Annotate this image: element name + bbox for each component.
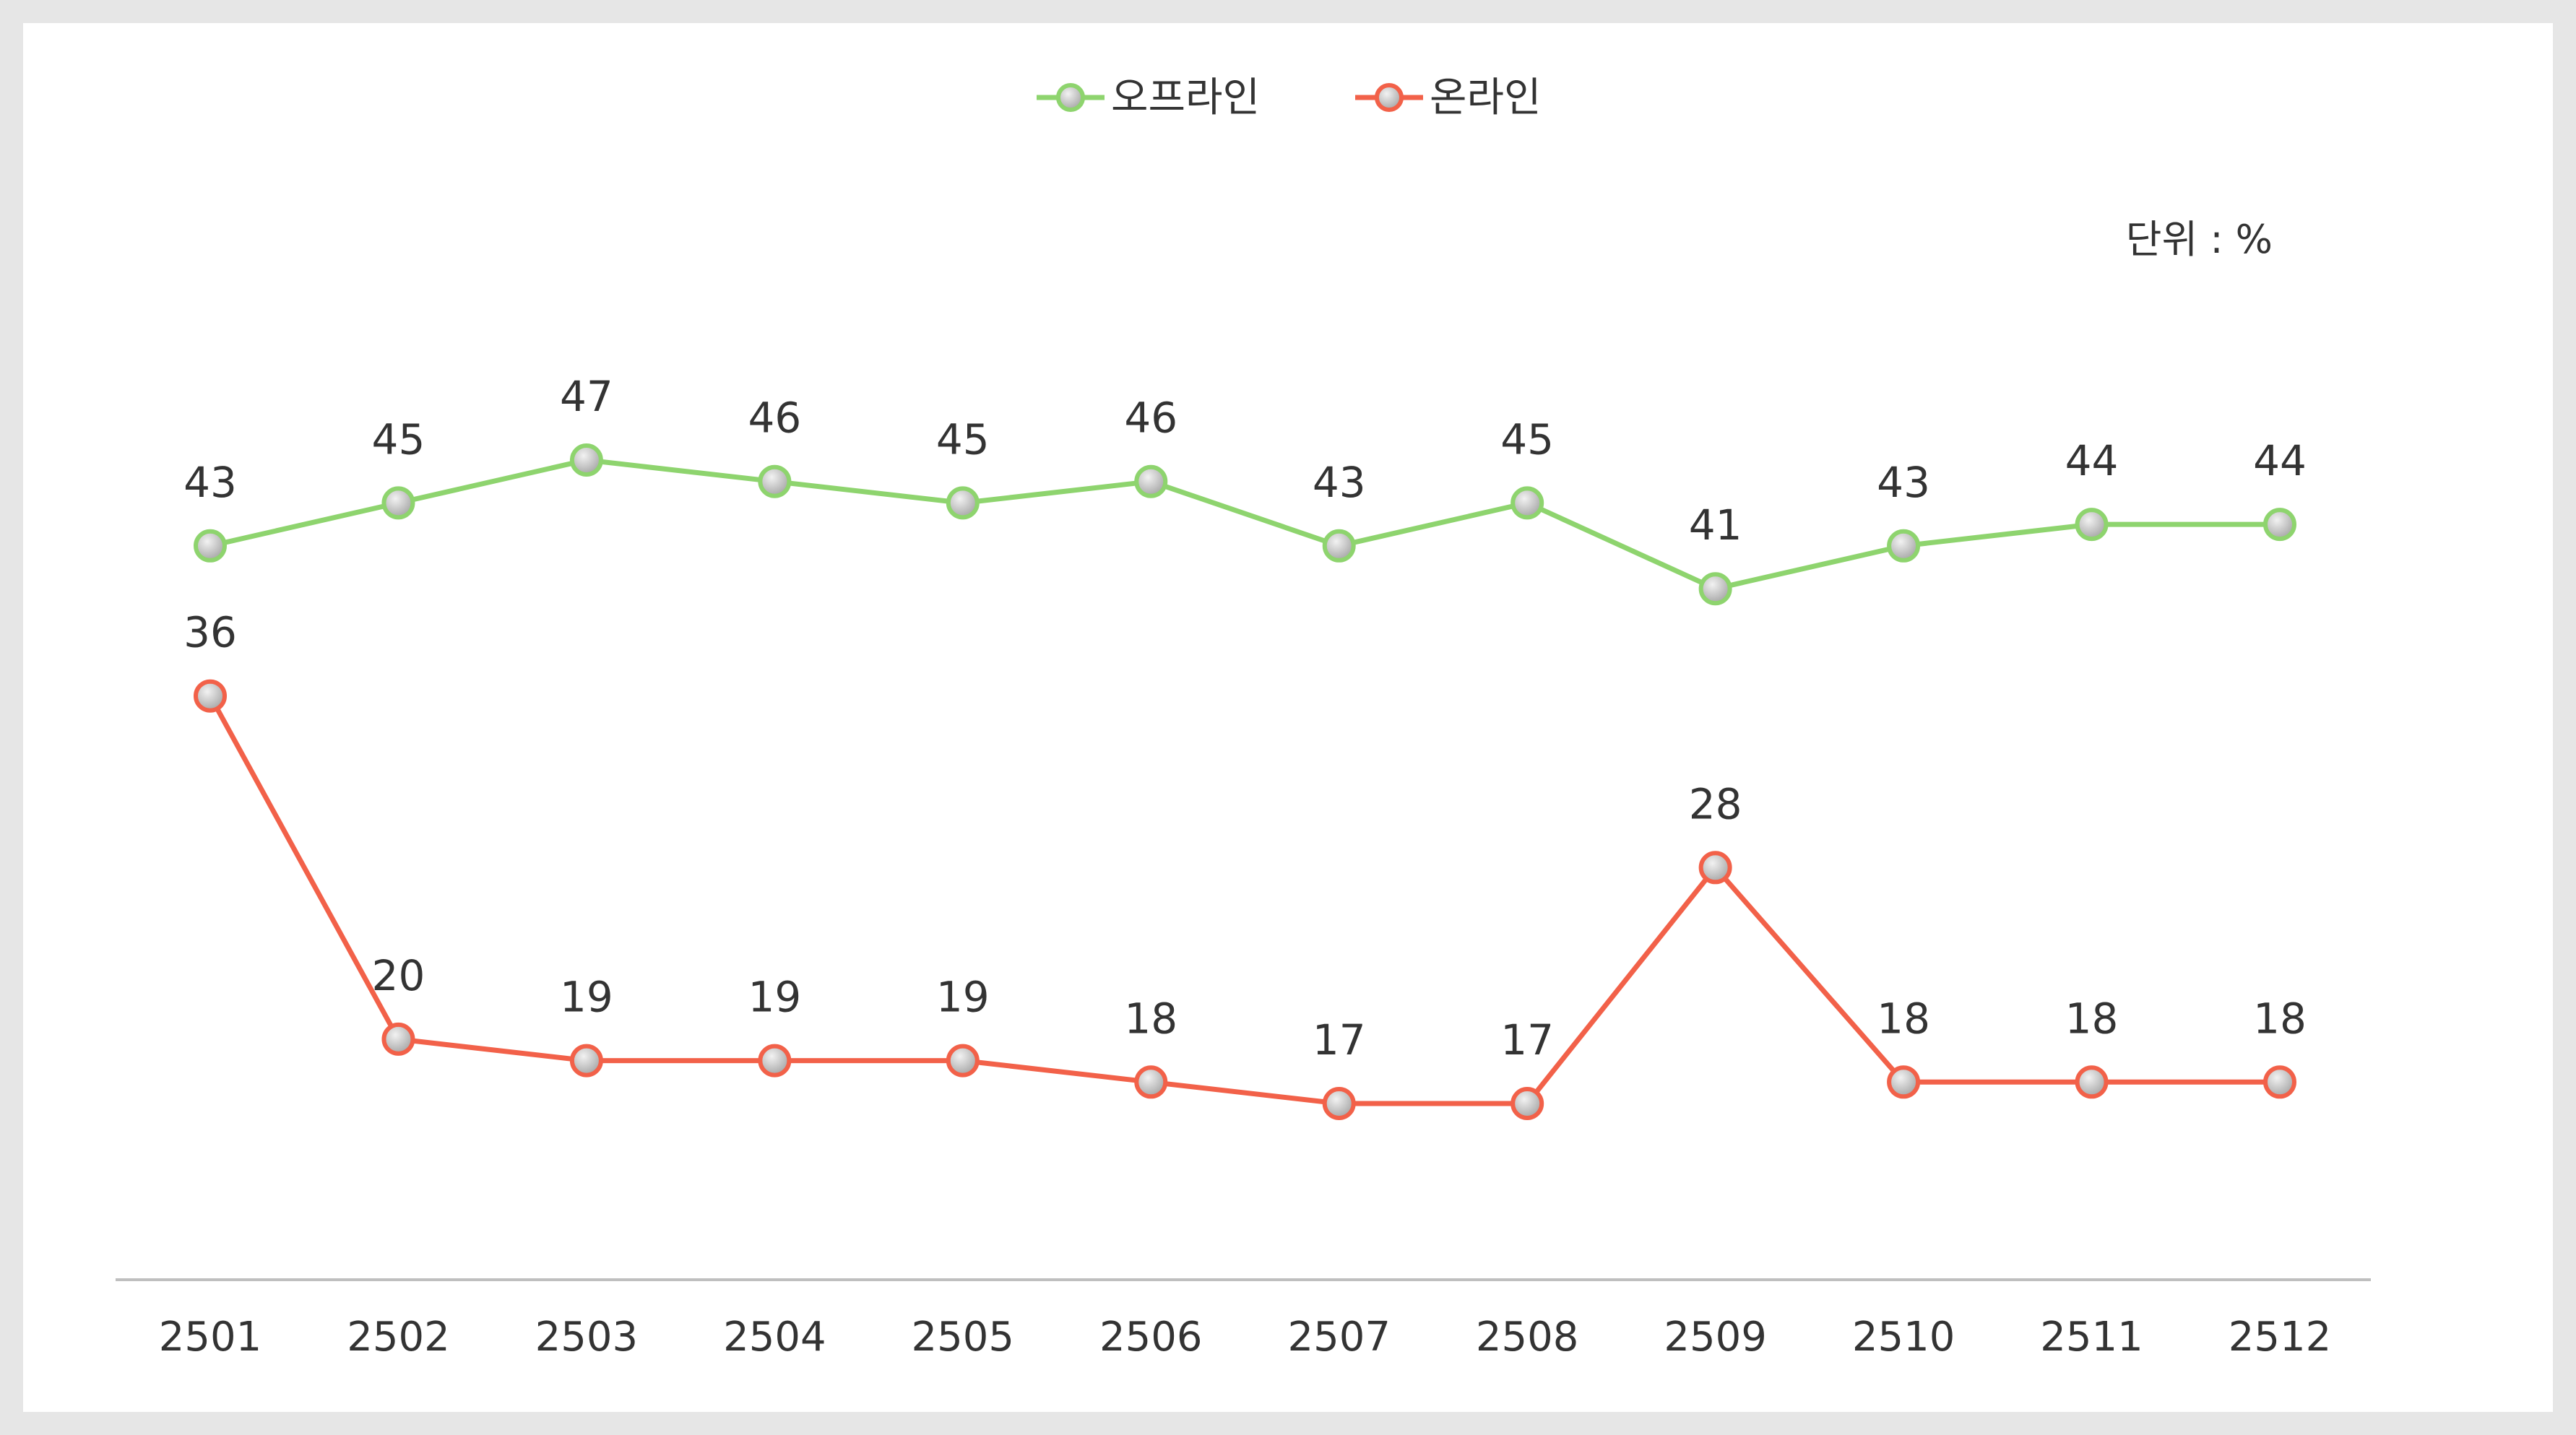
x-axis-tick-labels: 2501 2502 2503 2504 2505 2506 2507 2508 2509 2510…	[159, 1314, 2332, 1361]
data-point-offline-2506[interactable]	[1134, 464, 1168, 498]
series-layer: 43 45 47 46 45 46 43 45 41 43 44 44 36 20 19 19 19 18 17 17…	[183, 372, 2307, 1120]
x-tick-label-2505: 2505	[912, 1314, 1015, 1361]
data-label-offline-2502: 45	[372, 415, 425, 464]
data-label-online-2501: 36	[183, 608, 237, 657]
data-point-online-2512[interactable]	[2263, 1065, 2296, 1099]
series-offline: 43 45 47 46 45 46 43 45 41 43 44 44	[183, 372, 2307, 606]
data-label-online-2506: 18	[1124, 994, 1177, 1043]
series-line-offline	[209, 457, 2280, 591]
data-label-offline-2507: 43	[1313, 458, 1366, 507]
data-point-online-2511[interactable]	[2075, 1065, 2109, 1099]
data-label-online-2510: 18	[1877, 994, 1930, 1043]
line-chart: 오프라인 온라인 단위 : % 2501 2502 2503 2504 2505 2506…	[116, 74, 2371, 1361]
data-point-online-2506[interactable]	[1134, 1065, 1168, 1099]
legend-item-offline[interactable]: 오프라인	[1037, 74, 1260, 121]
data-label-online-2509: 28	[1689, 779, 1742, 828]
series-line-online	[207, 695, 2280, 1106]
data-label-offline-2504: 46	[748, 394, 801, 443]
data-label-online-2511: 18	[2065, 994, 2119, 1043]
data-point-offline-2505[interactable]	[946, 486, 980, 520]
data-point-offline-2511[interactable]	[2075, 508, 2109, 542]
data-label-online-2505: 19	[936, 973, 990, 1022]
legend: 오프라인 온라인	[1037, 74, 1542, 121]
data-point-online-2504[interactable]	[758, 1044, 792, 1078]
x-tick-label-2508: 2508	[1476, 1314, 1579, 1361]
unit-label: 단위 : %	[2126, 217, 2273, 262]
data-point-offline-2501[interactable]	[194, 529, 227, 563]
data-label-online-2502: 20	[372, 951, 425, 1000]
data-label-online-2503: 19	[560, 973, 613, 1022]
data-label-online-2504: 19	[748, 973, 801, 1022]
data-label-online-2508: 17	[1500, 1015, 1554, 1065]
data-point-online-2505[interactable]	[946, 1044, 980, 1078]
data-point-online-2502[interactable]	[381, 1022, 415, 1056]
chart-panel: 오프라인 온라인 단위 : % 2501 2502 2503 2504 2505 2506…	[23, 23, 2553, 1412]
data-point-offline-2512[interactable]	[2263, 508, 2296, 542]
data-point-online-2507[interactable]	[1322, 1087, 1356, 1120]
data-point-offline-2503[interactable]	[569, 443, 603, 477]
data-point-offline-2510[interactable]	[1887, 529, 1921, 563]
data-point-online-2508[interactable]	[1510, 1087, 1544, 1120]
data-label-offline-2509: 41	[1689, 500, 1742, 550]
data-point-offline-2507[interactable]	[1322, 529, 1356, 563]
data-point-online-2501[interactable]	[194, 679, 227, 713]
data-point-online-2509[interactable]	[1698, 851, 1732, 885]
data-point-offline-2502[interactable]	[381, 486, 415, 520]
x-tick-label-2506: 2506	[1099, 1314, 1203, 1361]
x-tick-label-2512: 2512	[2229, 1314, 2332, 1361]
data-label-offline-2501: 43	[183, 458, 237, 507]
x-tick-label-2509: 2509	[1664, 1314, 1767, 1361]
legend-item-online[interactable]: 온라인	[1355, 74, 1542, 121]
data-label-offline-2510: 43	[1877, 458, 1930, 507]
legend-label-offline: 오프라인	[1111, 74, 1260, 121]
data-point-offline-2504[interactable]	[758, 464, 792, 498]
data-label-offline-2511: 44	[2065, 436, 2119, 485]
legend-swatch-marker-online	[1375, 83, 1404, 112]
data-point-offline-2508[interactable]	[1510, 486, 1544, 520]
data-label-online-2507: 17	[1313, 1015, 1366, 1065]
legend-label-online: 온라인	[1430, 74, 1542, 121]
x-tick-label-2504: 2504	[723, 1314, 826, 1361]
data-point-online-2510[interactable]	[1887, 1065, 1921, 1099]
data-label-offline-2506: 46	[1124, 394, 1177, 443]
series-online: 36 20 19 19 19 18 17 17 28 18 18 18	[183, 608, 2307, 1120]
x-tick-label-2501: 2501	[159, 1314, 262, 1361]
x-tick-label-2502: 2502	[347, 1314, 450, 1361]
legend-swatch-marker-offline	[1056, 83, 1085, 112]
data-label-online-2512: 18	[2253, 994, 2307, 1043]
data-point-offline-2509[interactable]	[1698, 572, 1732, 606]
x-tick-label-2511: 2511	[2040, 1314, 2143, 1361]
data-label-offline-2505: 45	[936, 415, 990, 464]
x-tick-label-2503: 2503	[535, 1314, 639, 1361]
x-tick-label-2507: 2507	[1287, 1314, 1391, 1361]
x-tick-label-2510: 2510	[1852, 1314, 1955, 1361]
data-label-offline-2503: 47	[560, 372, 613, 421]
data-label-offline-2512: 44	[2253, 436, 2307, 485]
data-label-offline-2508: 45	[1500, 415, 1554, 464]
data-point-online-2503[interactable]	[569, 1044, 603, 1078]
